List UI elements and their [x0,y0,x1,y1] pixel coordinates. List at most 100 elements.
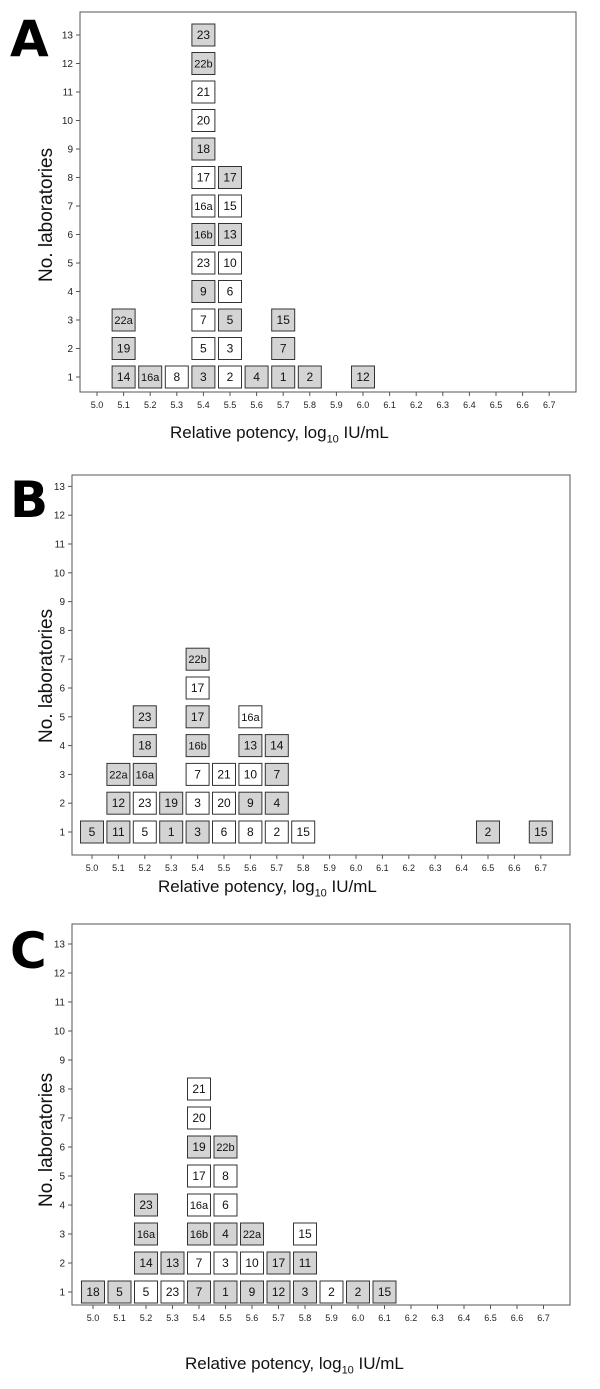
box-filled [138,365,163,389]
lab-box: 8 [238,820,263,844]
x-tick-label: 6.3 [437,400,450,410]
box-label: 3 [194,825,201,839]
y-tick-label: 12 [54,969,66,980]
lab-box: 14 [264,734,289,758]
box-label: 16b [190,1229,208,1241]
box-open [191,337,216,360]
x-tick-label: 6.2 [410,400,423,410]
lab-box: 17 [191,166,216,189]
x-axis-label-subscript: 10 [341,1364,354,1377]
x-tick-label: 6.6 [511,1313,524,1323]
y-tick-label: 10 [54,1027,66,1038]
y-tick-label: 8 [59,1085,65,1096]
x-tick-label: 6.5 [490,400,503,410]
x-tick-label: 5.8 [299,1313,312,1323]
x-tick-label: 5.8 [304,400,317,410]
x-tick-label: 5.2 [140,1313,153,1323]
box-filled [111,365,136,389]
x-axis-label-unit: IU/mL [326,877,377,896]
box-filled [372,1280,397,1304]
lab-box: 17 [187,1164,211,1188]
lab-box: 10 [240,1251,264,1275]
box-label: 14 [270,739,284,753]
box-label: 19 [117,342,131,356]
box-label: 16a [137,1229,156,1241]
panel-letter: A [10,10,49,68]
x-tick-label: 5.8 [297,863,310,873]
box-label: 22b [216,1142,234,1154]
box-label: 17 [197,171,211,185]
box-open [164,365,189,389]
box-filled [191,365,216,389]
lab-box: 18 [81,1280,105,1304]
x-tick-label: 6.2 [403,863,416,873]
x-tick-label: 6.0 [352,1313,365,1323]
box-label: 17 [272,1256,286,1270]
box-filled [80,820,104,844]
lab-box: 4 [264,791,289,815]
box-filled [213,1280,238,1304]
box-open [218,337,242,360]
box-label: 10 [245,1256,259,1270]
box-filled [185,820,210,844]
lab-box: 15 [293,1222,317,1246]
lab-box: 2 [346,1280,370,1304]
x-tick-label: 6.1 [378,1313,391,1323]
box-filled [134,1251,158,1275]
lab-box: 5 [132,820,157,844]
box-label: 5 [143,1285,150,1299]
lab-box: 3 [213,1251,238,1275]
lab-box: 13 [238,734,263,758]
lab-box: 16b [191,223,216,246]
box-label: 20 [192,1111,206,1125]
box-label: 18 [86,1285,100,1299]
box-label: 19 [165,796,179,810]
x-tick-label: 5.3 [166,1313,179,1323]
y-tick-label: 13 [54,482,66,493]
lab-box: 12 [106,791,131,815]
box-label: 9 [249,1285,256,1299]
x-tick-label: 5.5 [224,400,237,410]
x-tick-label: 5.9 [323,863,336,873]
x-tick-label: 6.0 [357,400,370,410]
plot-frame [71,923,571,1306]
box-label: 5 [227,313,234,327]
box-filled [191,52,216,75]
lab-box: 16a [191,194,216,218]
y-tick-label: 1 [59,1288,65,1299]
box-filled [191,280,216,303]
lab-box: 21 [212,762,236,786]
box-filled [132,705,157,729]
box-filled [160,1251,185,1275]
box-filled [264,762,289,786]
box-label: 21 [217,767,231,781]
x-tick-label: 5.5 [218,863,231,873]
y-tick-label: 1 [67,373,73,384]
y-tick-label: 5 [59,1172,65,1183]
box-label: 18 [138,739,152,753]
x-axis-label-main: Relative potency, log [170,423,327,442]
lab-box: 4 [244,365,269,389]
box-label: 5 [89,825,96,839]
box-label: 18 [197,142,211,156]
lab-box: 17 [185,676,210,700]
lab-box: 18 [132,734,157,758]
box-label: 7 [200,313,207,327]
lab-box: 22a [240,1222,264,1246]
lab-box: 7 [185,762,210,786]
lab-box: 23 [191,23,216,47]
panel-c: C No. laboratories 1 2 3 4 5 6 7 8 9 10 11 12 13 5.0 5… [0,922,600,1389]
box-open [319,1280,344,1304]
lab-box: 2 [297,365,322,389]
box-label: 15 [298,1227,312,1241]
x-tick-label: 6.7 [535,863,548,873]
lab-box: 15 [528,820,553,844]
lab-box: 19 [187,1135,211,1159]
y-tick-label: 8 [67,173,73,184]
box-label: 4 [222,1227,229,1241]
box-filled [187,1135,211,1159]
box-label: 8 [173,370,180,384]
x-tick-label: 5.4 [191,863,204,873]
box-open [132,791,157,815]
